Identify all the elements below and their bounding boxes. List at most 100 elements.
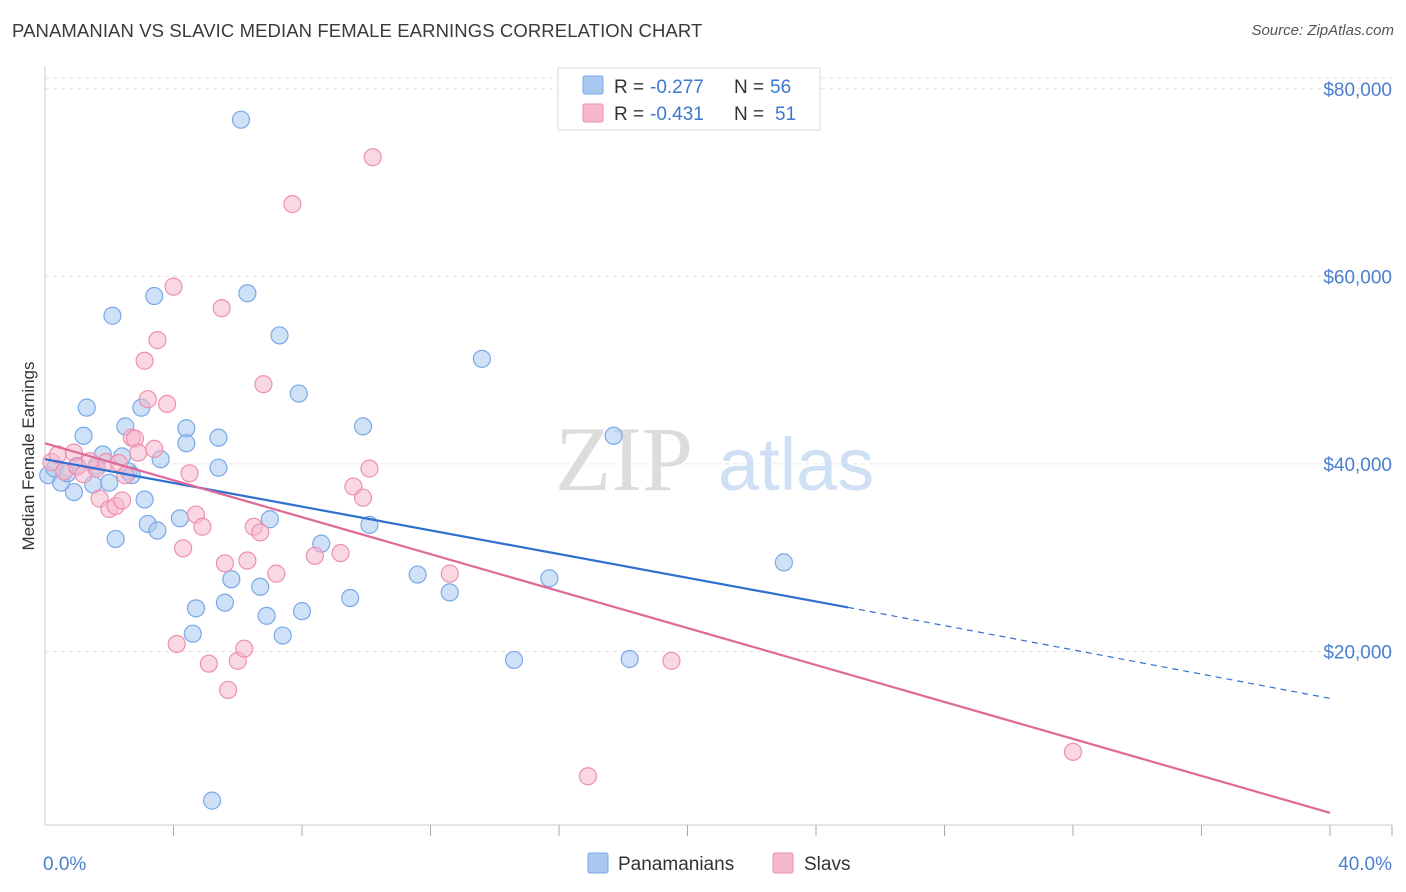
y-tick-label: $80,000 [1323,80,1392,101]
trend-lines [44,442,1331,814]
point-slavs [135,351,154,370]
point-panamanians [292,602,312,621]
data-points [39,110,1083,810]
point-panamanians [215,593,234,612]
point-slavs [167,634,186,654]
watermark-atlas: atlas [718,423,874,506]
legend-swatch-panamanians [582,75,604,95]
point-panamanians [77,398,96,417]
legend-bottom-swatch-panamanians [587,852,609,874]
point-slavs [174,539,193,558]
axes [44,66,1393,836]
point-slavs [267,564,286,583]
x-tick-label: 0.0% [43,854,86,875]
x-tick-label: 40.0% [1338,854,1392,875]
point-slavs [215,554,234,573]
point-panamanians [183,624,202,643]
legend-swatch-slavs [582,103,604,123]
point-panamanians [251,577,270,596]
point-panamanians [209,428,228,447]
watermark-zip: ZIP [555,408,693,510]
point-slavs [363,148,382,167]
point-slavs [164,277,183,296]
trend-line-panamanians [44,458,849,609]
point-panamanians [472,349,491,368]
point-slavs [331,543,350,563]
point-panamanians [440,583,459,602]
point-slavs [578,767,598,786]
x-tick-labels: 0.0% 40.0% [43,854,1392,875]
point-panamanians [222,570,241,589]
point-slavs [360,459,379,478]
point-slavs [254,375,273,394]
point-panamanians [774,553,793,572]
point-slavs [662,651,681,670]
point-slavs [112,491,132,510]
point-panamanians [540,569,559,588]
point-panamanians [504,650,524,670]
point-slavs [219,680,238,700]
point-slavs [148,331,167,350]
point-slavs [235,639,254,658]
point-panamanians [148,521,167,540]
point-slavs [145,439,164,459]
point-panamanians [145,286,164,306]
point-panamanians [353,417,373,436]
y-axis-label: Median Female Earnings [19,362,38,551]
trend-line-slavs [44,442,1331,814]
trend-line-extension-panamanians [848,606,1331,699]
legend-n-label-1: N = [734,77,764,98]
point-panamanians [289,384,308,403]
point-panamanians [103,306,122,325]
point-panamanians [202,791,222,810]
point-slavs [283,195,302,214]
point-panamanians [106,529,125,549]
point-panamanians [260,510,279,529]
point-slavs [251,523,270,542]
point-panamanians [74,426,93,445]
source-credit: Source: ZipAtlas.com [1251,22,1394,39]
legend-r-label-1: R = [614,77,644,98]
point-slavs [180,464,199,483]
point-slavs [138,390,157,409]
legend-correlation: R = -0.277 N = 56 R = -0.431 N = 51 [557,67,821,131]
point-slavs [129,443,148,462]
watermark: ZIP atlas [555,408,874,510]
point-slavs [199,654,218,673]
legend-r-label-2: R = [614,104,644,125]
point-slavs [193,517,212,536]
point-panamanians [238,284,257,303]
legend-n-label-2: N = [734,104,764,125]
legend-n-value-1: 56 [770,77,791,98]
point-slavs [157,394,177,413]
chart-title: PANAMANIAN VS SLAVIC MEDIAN FEMALE EARNI… [12,20,703,41]
y-tick-labels: $20,000 $40,000 $60,000 $80,000 [1323,80,1392,664]
legend-r-value-1: -0.277 [650,77,704,98]
point-panamanians [170,509,190,528]
point-panamanians [341,588,360,608]
legend-n-value-2: 51 [775,104,796,125]
point-panamanians [186,599,206,618]
point-panamanians [177,434,196,453]
legend-bottom-swatch-slavs [772,852,794,874]
point-slavs [440,564,459,583]
y-tick-label: $20,000 [1323,642,1392,663]
legend-series: Panamanians Slavs [587,852,850,875]
point-slavs [212,299,231,318]
point-panamanians [273,626,292,645]
point-panamanians [64,482,84,502]
legend-bottom-label-panamanians: Panamanians [618,854,734,875]
point-panamanians [100,473,119,492]
y-tick-label: $60,000 [1323,267,1392,288]
legend-bottom-label-slavs: Slavs [804,854,850,875]
y-tick-label: $40,000 [1323,455,1392,476]
point-slavs [238,551,257,570]
point-panamanians [231,110,251,129]
legend-r-value-2: -0.431 [650,104,704,125]
point-slavs [1063,742,1083,761]
point-panamanians [135,490,154,509]
point-panamanians [209,458,228,477]
point-panamanians [604,426,623,445]
point-panamanians [620,649,639,669]
point-panamanians [270,326,289,345]
